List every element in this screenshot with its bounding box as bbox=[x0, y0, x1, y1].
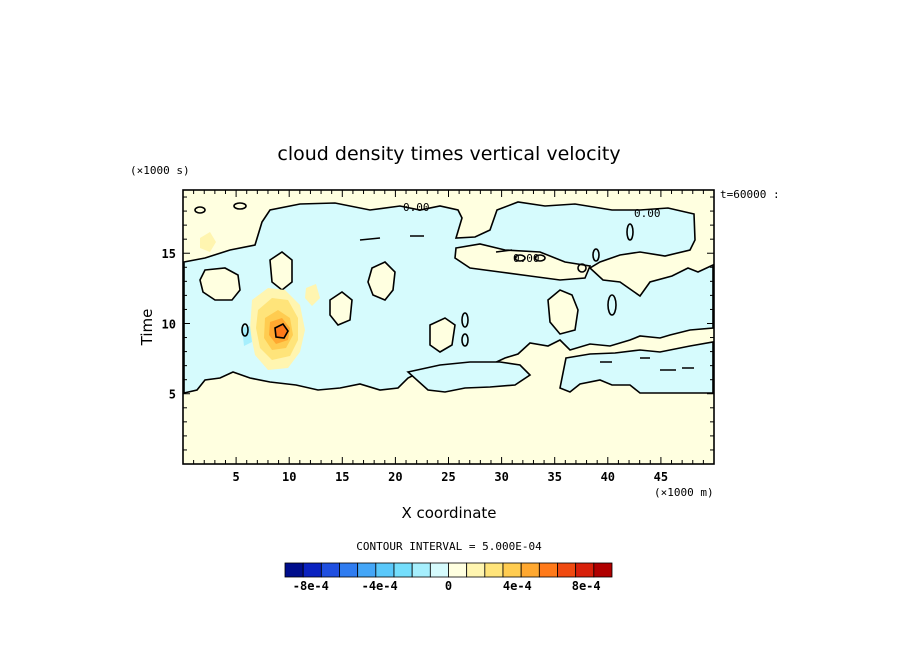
contour-label: 0.00 bbox=[634, 207, 661, 220]
y-tick-label: 5 bbox=[169, 388, 176, 402]
colorbar-swatch bbox=[320, 562, 340, 578]
contour-interval-text: CONTOUR INTERVAL = 5.000E-04 bbox=[356, 540, 542, 553]
colorbar-swatch bbox=[557, 562, 577, 578]
colorbar-swatch bbox=[538, 562, 558, 578]
colorbar-swatch bbox=[375, 562, 395, 578]
clear-gap bbox=[329, 291, 353, 326]
downdraft-region bbox=[242, 326, 252, 346]
y-axis-label: Time bbox=[138, 309, 156, 347]
contour-label: 0.00 bbox=[513, 252, 540, 265]
colorbar-tick-label: 8e-4 bbox=[572, 579, 601, 593]
colorbar-ticks: -8e-4 -4e-4 0 4e-4 8e-4 bbox=[293, 579, 601, 593]
x-tick-label: 35 bbox=[547, 470, 561, 484]
x-tick-label: 15 bbox=[335, 470, 349, 484]
clear-gap bbox=[454, 243, 592, 281]
clear-gap bbox=[367, 261, 396, 301]
colorbar-swatch bbox=[520, 562, 540, 578]
y-axis: 5 10 15 bbox=[162, 196, 714, 451]
clear-gap bbox=[269, 251, 293, 292]
clear-gap bbox=[429, 317, 456, 353]
cloud-layer-region bbox=[183, 201, 714, 395]
colorbar-swatch bbox=[357, 562, 377, 578]
x-tick-label: 45 bbox=[654, 470, 668, 484]
cloud-layer-region bbox=[406, 361, 532, 393]
contour-label: 0.00 bbox=[403, 201, 430, 214]
updraft-region bbox=[200, 232, 216, 252]
x-axis-label: X coordinate bbox=[401, 504, 496, 522]
colorbar-swatch bbox=[339, 562, 359, 578]
y-tick-label: 10 bbox=[162, 317, 176, 331]
colorbar-swatch bbox=[302, 562, 322, 578]
colorbar-tick-label: 4e-4 bbox=[503, 579, 532, 593]
updraft-peak bbox=[274, 322, 289, 339]
colorbar-swatch bbox=[593, 562, 613, 578]
colorbar bbox=[284, 562, 613, 578]
colorbar-swatch bbox=[411, 562, 431, 578]
x-tick-label: 30 bbox=[494, 470, 508, 484]
colorbar-swatch bbox=[284, 562, 304, 578]
colorbar-swatch bbox=[393, 562, 413, 578]
x-tick-label: 25 bbox=[441, 470, 455, 484]
x-tick-label: 10 bbox=[282, 470, 296, 484]
contour-lines bbox=[194, 202, 694, 371]
colorbar-swatch bbox=[429, 562, 449, 578]
colorbar-tick-label: -4e-4 bbox=[362, 579, 398, 593]
colorbar-swatch bbox=[448, 562, 468, 578]
colorbar-tick-label: -8e-4 bbox=[293, 579, 329, 593]
cloud-layer-region bbox=[559, 341, 714, 394]
plot-area: 0.00 0.00 0.00 bbox=[182, 189, 715, 465]
updraft-region bbox=[305, 284, 320, 306]
clear-gap bbox=[547, 289, 579, 335]
clear-gap bbox=[199, 267, 241, 301]
x-tick-label: 5 bbox=[232, 470, 239, 484]
x-tick-label: 40 bbox=[601, 470, 615, 484]
y-tick-label: 15 bbox=[162, 247, 176, 261]
colorbar-swatch bbox=[502, 562, 522, 578]
x-axis: 5 10 15 20 25 30 35 40 45 bbox=[193, 190, 704, 484]
colorbar-swatch bbox=[484, 562, 504, 578]
time-stamp: t=60000 : bbox=[720, 188, 780, 201]
chart-title: cloud density times vertical velocity bbox=[277, 143, 620, 165]
colorbar-swatch bbox=[575, 562, 595, 578]
x-unit-label: (×1000 m) bbox=[654, 486, 714, 499]
y-unit-label: (×1000 s) bbox=[130, 164, 190, 177]
colorbar-tick-label: 0 bbox=[445, 579, 452, 593]
x-tick-label: 20 bbox=[388, 470, 402, 484]
colorbar-swatch bbox=[466, 562, 486, 578]
